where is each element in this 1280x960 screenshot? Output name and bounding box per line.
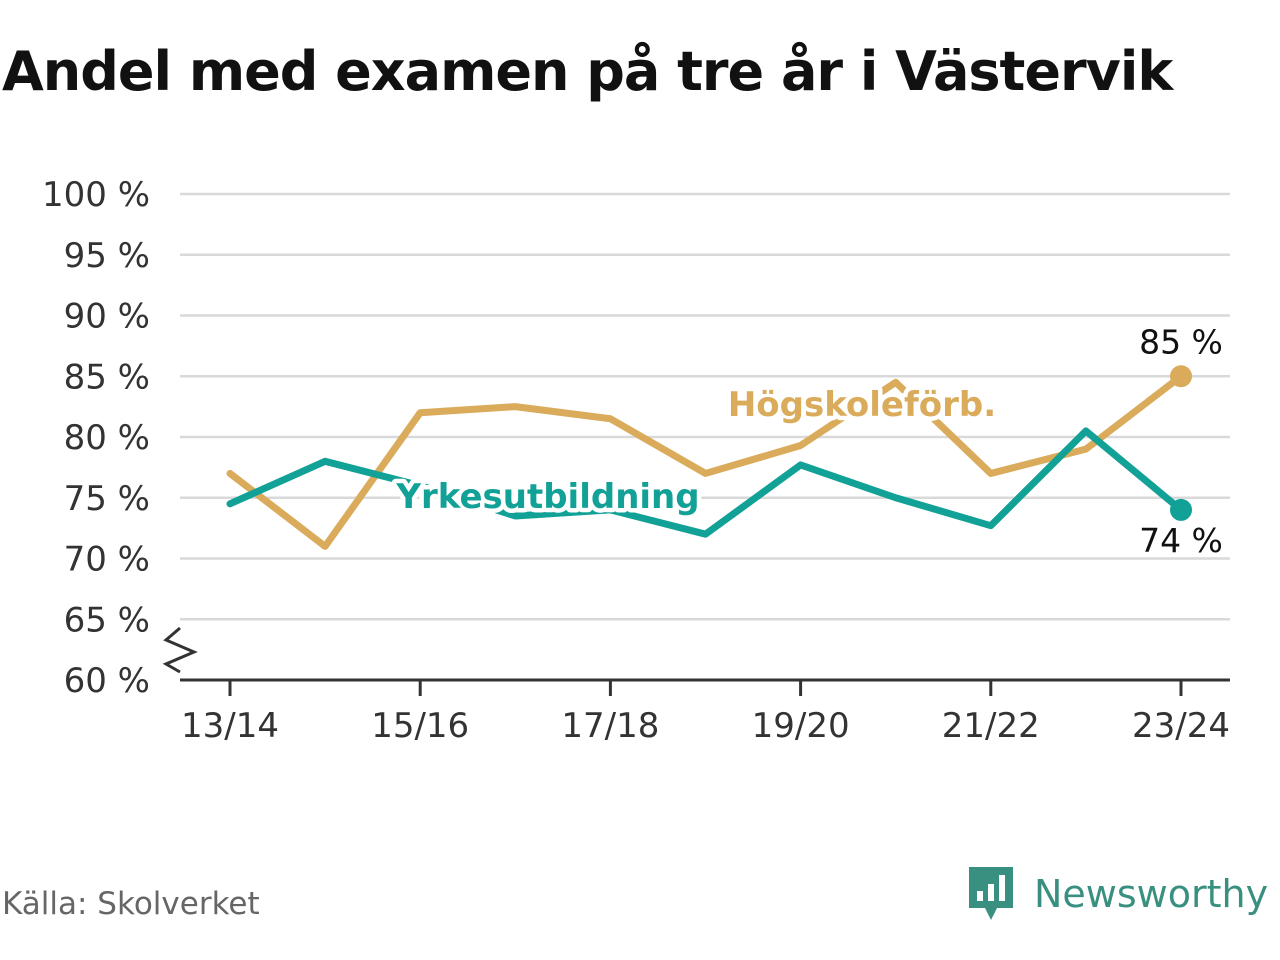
grid-lines (180, 192, 1230, 621)
y-tick-label: 90 % (64, 297, 150, 337)
brand-name: Newsworthy (1034, 872, 1269, 916)
x-tick-label: 13/14 (181, 706, 279, 746)
series-hogskoleforb-line (226, 372, 1185, 550)
end-label-hogskoleforb: 85 % (1139, 322, 1223, 361)
y-tick-label: 60 % (64, 661, 150, 701)
series-lines (226, 365, 1192, 550)
x-tick-label: 17/18 (561, 706, 659, 746)
x-axis-ticks: 13/14 15/16 17/18 19/20 21/22 23/24 (181, 680, 1230, 746)
series-yrkesutbildning-line (226, 427, 1185, 538)
series-labels: Högskoleförb. Yrkesutbildning 85 % 74 % (391, 318, 1227, 564)
newsworthy-logo-icon (969, 867, 1013, 920)
y-tick-label: 70 % (64, 540, 150, 580)
end-label-yrkesutbildning: 74 % (1139, 521, 1223, 560)
brand-logo: Newsworthy (966, 864, 1268, 924)
chart-title: Andel med examen på tre år i Västervik (2, 40, 1173, 103)
series-hogskoleforb-end-point (1170, 365, 1192, 388)
series-yrkesutbildning-end-point (1170, 498, 1192, 521)
y-axis-ticks: 60 % 65 % 70 % 75 % 80 % 85 % 90 % 95 % 100 % (42, 175, 150, 701)
series-label-yrkesutbildning: Yrkesutbildning (395, 477, 699, 517)
x-axis (162, 626, 1230, 682)
x-tick-label: 15/16 (371, 706, 469, 746)
x-tick-label: 19/20 (752, 706, 850, 746)
axis-break-mark (162, 626, 198, 674)
y-tick-label: 75 % (64, 479, 150, 519)
y-tick-label: 85 % (64, 357, 150, 397)
source-note: Källa: Skolverket (2, 886, 260, 922)
x-tick-label: 23/24 (1132, 706, 1230, 746)
y-tick-label: 80 % (64, 418, 150, 458)
y-tick-label: 100 % (42, 175, 150, 215)
x-tick-label: 21/22 (942, 706, 1040, 746)
y-tick-label: 95 % (64, 236, 150, 276)
y-tick-label: 65 % (64, 600, 150, 640)
series-label-hogskoleforb: Högskoleförb. (728, 385, 996, 425)
